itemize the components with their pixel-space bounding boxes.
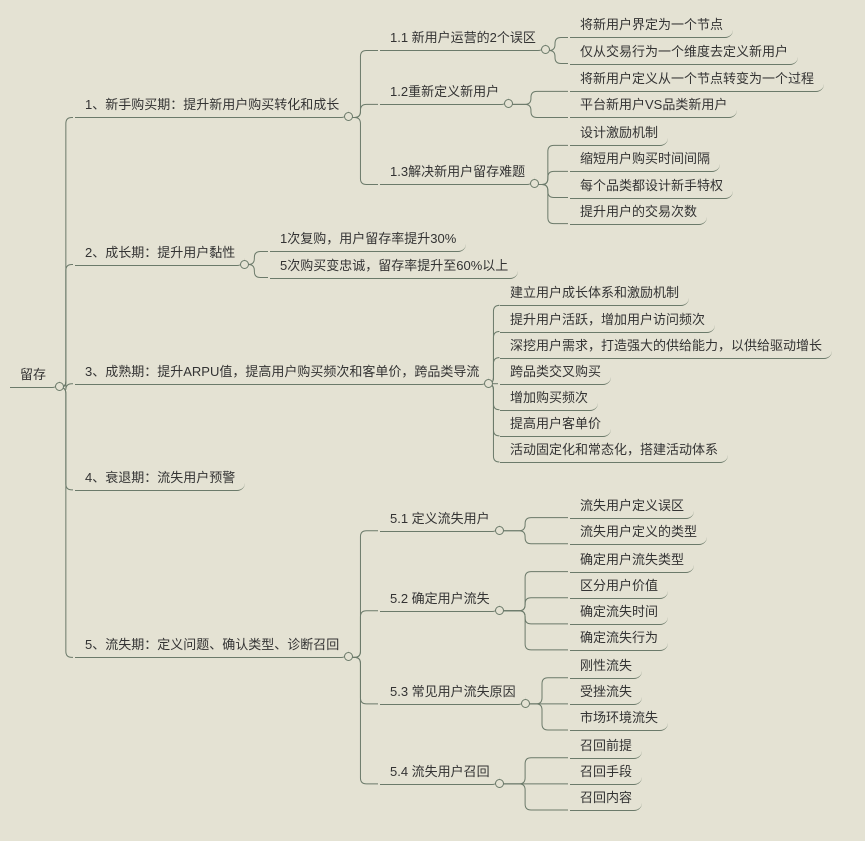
leaf-node: 深挖用户需求，打造强大的供给能力，以供给驱动增长 — [500, 331, 832, 359]
leaf-node: 市场环境流失 — [570, 703, 668, 731]
leaf-node: 提升用户活跃，增加用户访问频次 — [500, 305, 715, 333]
leaf-node: 召回内容 — [570, 783, 642, 811]
leaf-node: 召回前提 — [570, 731, 642, 759]
branch-node: 5.3 常见用户流失原因 — [380, 677, 526, 705]
leaf-node: 设计激励机制 — [570, 118, 668, 146]
branch-node: 1、新手购买期：提升新用户购买转化和成长 — [75, 90, 349, 118]
leaf-node: 受挫流失 — [570, 677, 642, 705]
leaf-node: 每个品类都设计新手特权 — [570, 171, 733, 199]
branch-node: 3、成熟期：提升ARPU值，提高用户购买频次和客单价，跨品类导流 — [75, 357, 489, 385]
leaf-node: 1次复购，用户留存率提升30% — [270, 224, 466, 252]
leaf-node: 流失用户定义误区 — [570, 491, 694, 519]
leaf-node: 区分用户价值 — [570, 571, 668, 599]
leaf-node: 确定流失时间 — [570, 597, 668, 625]
leaf-node: 提升用户的交易次数 — [570, 197, 707, 225]
leaf-node: 确定用户流失类型 — [570, 545, 694, 573]
branch-node: 1.3解决新用户留存难题 — [380, 157, 535, 185]
connector-layer — [0, 0, 865, 841]
leaf-node: 缩短用户购买时间间隔 — [570, 144, 720, 172]
leaf-node: 流失用户定义的类型 — [570, 517, 707, 545]
leaf-node: 将新用户定义从一个节点转变为一个过程 — [570, 64, 824, 92]
leaf-node: 确定流失行为 — [570, 623, 668, 651]
leaf-node: 建立用户成长体系和激励机制 — [500, 278, 689, 306]
leaf-node: 提高用户客单价 — [500, 409, 611, 437]
branch-node: 5.4 流失用户召回 — [380, 757, 500, 785]
branch-node: 5.2 确定用户流失 — [380, 584, 500, 612]
leaf-node: 召回手段 — [570, 757, 642, 785]
leaf-node: 增加购买频次 — [500, 383, 598, 411]
leaf-node: 将新用户界定为一个节点 — [570, 10, 733, 38]
branch-node: 5、流失期：定义问题、确认类型、诊断召回 — [75, 630, 349, 658]
leaf-node: 平台新用户VS品类新用户 — [570, 90, 737, 118]
leaf-node: 刚性流失 — [570, 651, 642, 679]
branch-node: 2、成长期：提升用户黏性 — [75, 238, 245, 266]
leaf-node: 4、衰退期：流失用户预警 — [75, 463, 245, 491]
leaf-node: 跨品类交叉购买 — [500, 357, 611, 385]
leaf-node: 5次购买变忠诚，留存率提升至60%以上 — [270, 251, 518, 279]
branch-node: 1.2重新定义新用户 — [380, 77, 509, 105]
branch-node: 1.1 新用户运营的2个误区 — [380, 23, 546, 51]
branch-node: 5.1 定义流失用户 — [380, 504, 500, 532]
leaf-node: 仅从交易行为一个维度去定义新用户 — [570, 37, 798, 65]
leaf-node: 活动固定化和常态化，搭建活动体系 — [500, 435, 728, 463]
mindmap-canvas: 留存 1、新手购买期：提升新用户购买转化和成长 1.1 新用户运营的2个误区将新用户… — [0, 0, 865, 841]
root-node: 留存 — [10, 360, 60, 388]
